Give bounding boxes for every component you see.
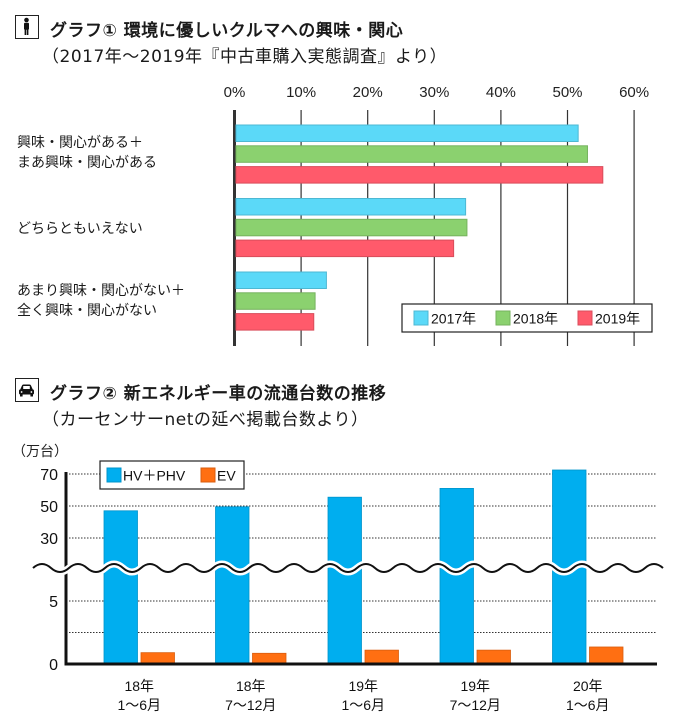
chart2-title: グラフ② 新エネルギー車の流通台数の推移 <box>50 384 387 404</box>
bar-2018年 <box>235 292 316 310</box>
legend-box <box>99 460 245 490</box>
y-tick-label: 30 <box>40 531 58 548</box>
bar-2019年 <box>235 239 455 258</box>
bar-2018年 <box>235 218 468 237</box>
bar-ev <box>476 649 511 665</box>
y-axis-unit-label: （万台） <box>12 443 68 459</box>
legend-box <box>401 303 653 333</box>
legend-label: EV <box>217 468 236 484</box>
bar-ev <box>252 652 287 665</box>
legend-label: 2019年 <box>595 311 640 327</box>
x-tick-label: 60% <box>619 84 649 101</box>
x-tick-label: 40% <box>486 84 516 101</box>
bar-hv-phv <box>215 506 250 665</box>
y-tick-label: 70 <box>40 467 58 484</box>
x-tick-label: 1～6月 <box>117 697 161 713</box>
car-icon <box>15 378 39 402</box>
bar-hv-phv <box>439 488 474 665</box>
legend-swatch <box>577 310 593 326</box>
bar-2019年 <box>235 313 315 331</box>
legend-swatch <box>413 310 429 326</box>
legend-label: 2017年 <box>431 311 476 327</box>
category-line: どちらともいえない <box>17 221 143 237</box>
chart1-plot: 0% 10% 20% 30% 40% 50% 60% 2017年 2018年 2019年 <box>224 84 653 346</box>
bar-2017年 <box>235 124 579 142</box>
legend-label: HV＋PHV <box>123 468 186 484</box>
legend-label: 2018年 <box>513 311 558 327</box>
legend-swatch <box>200 467 216 483</box>
chart1-category-label: あまり興味・関心がない＋ 全く興味・関心がない <box>17 281 185 321</box>
bar-ev <box>140 652 175 665</box>
category-line: 全く興味・関心がない <box>17 303 157 319</box>
chart1-category-label: 興味・関心がある＋ まあ興味・関心がある <box>17 133 157 173</box>
bar-2018年 <box>235 145 588 163</box>
y-tick-label: 0 <box>49 657 58 674</box>
x-tick-label: 1～6月 <box>341 697 385 713</box>
chart2-subtitle: （カーセンサーnetの延べ掲載台数より） <box>42 410 369 430</box>
bar-ev <box>364 649 399 665</box>
category-line: あまり興味・関心がない＋ <box>17 283 185 299</box>
x-tick-label: 50% <box>552 84 582 101</box>
y-tick-label: 50 <box>40 499 58 516</box>
chart2-plot: （万台） 30 50 70 0 5 18年 1～6月 18年 7～12月 19年 1～6月 19年 7～1… <box>12 443 666 713</box>
x-tick-label: 7～12月 <box>225 697 276 713</box>
bar-2017年 <box>235 271 327 289</box>
person-icon <box>15 15 39 39</box>
chart1-subtitle: （2017年～2019年『中古車購入実態調査』より） <box>42 47 448 67</box>
bar-hv-phv <box>103 510 138 665</box>
x-tick-label: 18年 <box>236 678 266 694</box>
legend-swatch <box>106 467 122 483</box>
chart1-title: グラフ① 環境に優しいクルマへの興味・関心 <box>50 21 404 41</box>
legend-swatch <box>495 310 511 326</box>
axis-break-wave <box>32 563 664 573</box>
x-tick-label: 18年 <box>124 678 154 694</box>
bar-2019年 <box>235 166 604 184</box>
bar-hv-phv <box>327 496 362 665</box>
x-tick-label: 0% <box>224 84 246 101</box>
x-tick-label: 20年 <box>573 678 603 694</box>
bar-ev <box>589 646 624 665</box>
category-line: 興味・関心がある＋ <box>17 135 143 151</box>
x-tick-label: 20% <box>353 84 383 101</box>
y-tick-label: 5 <box>49 594 58 611</box>
x-tick-label: 1～6月 <box>566 697 610 713</box>
x-tick-label: 10% <box>286 84 316 101</box>
x-tick-label: 19年 <box>348 678 378 694</box>
chart1-category-label: どちらともいえない <box>17 219 143 239</box>
bar-2017年 <box>235 198 467 216</box>
category-line: まあ興味・関心がある <box>17 155 157 171</box>
x-tick-label: 19年 <box>460 678 490 694</box>
x-tick-label: 7～12月 <box>450 697 501 713</box>
x-tick-label: 30% <box>419 84 449 101</box>
